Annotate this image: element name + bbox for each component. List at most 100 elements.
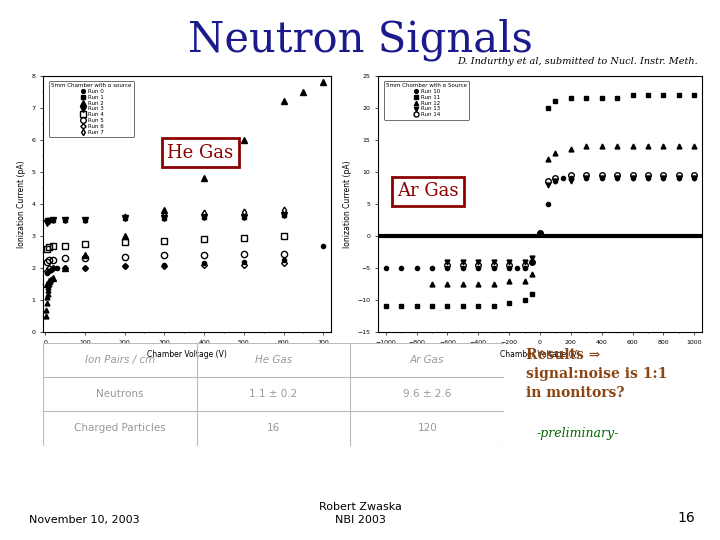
Run 0 xyxy=(319,242,328,249)
Text: 9.6 ± 2.6: 9.6 ± 2.6 xyxy=(403,389,451,399)
Run 11 xyxy=(428,303,436,310)
Run 13 xyxy=(443,258,451,265)
Run 4 xyxy=(199,236,208,242)
Text: 16: 16 xyxy=(677,511,695,525)
Run 10 xyxy=(659,175,667,181)
Run 12 xyxy=(690,143,698,150)
Line: Run 6: Run 6 xyxy=(45,261,286,273)
X-axis label: Chamber Voltage (V): Chamber Voltage (V) xyxy=(148,350,227,359)
Run 1 xyxy=(49,217,58,223)
Run 12 xyxy=(613,143,621,150)
Run 12 xyxy=(490,281,498,287)
Run 2 xyxy=(199,175,208,181)
Run 10 xyxy=(513,265,521,271)
Run 10 xyxy=(551,178,559,185)
Run 12 xyxy=(474,281,482,287)
Run 6 xyxy=(45,265,53,271)
Run 5 xyxy=(45,256,53,263)
Run 10 xyxy=(613,175,621,181)
Run 13 xyxy=(644,175,652,181)
Run 10 xyxy=(521,265,529,271)
Y-axis label: Ionization Current (pA): Ionization Current (pA) xyxy=(343,160,352,248)
Run 13 xyxy=(613,175,621,181)
Run 11 xyxy=(582,95,590,102)
Run 14 xyxy=(598,172,606,178)
Run 11 xyxy=(598,95,606,102)
Run 12 xyxy=(505,278,513,284)
Run 7 xyxy=(120,213,129,220)
Run 2 xyxy=(299,89,307,95)
Run 11 xyxy=(443,303,451,310)
Run 1 xyxy=(120,215,129,221)
Run 2 xyxy=(120,233,129,239)
Run 13 xyxy=(675,175,683,181)
Run 13 xyxy=(690,175,698,181)
Run 1 xyxy=(279,212,288,218)
Run 10 xyxy=(413,265,421,271)
Run 1 xyxy=(160,215,168,221)
Legend: Run 10, Run 11, Run 12, Run 13, Run 14: Run 10, Run 11, Run 12, Run 13, Run 14 xyxy=(384,81,469,119)
Run 0 xyxy=(199,260,208,266)
Line: Run 11: Run 11 xyxy=(383,92,697,309)
Line: Run 13: Run 13 xyxy=(445,176,697,264)
Run 12 xyxy=(544,156,552,162)
Run 4 xyxy=(43,246,52,252)
Run 11 xyxy=(413,303,421,310)
Run 0 xyxy=(81,265,89,271)
Run 0 xyxy=(60,265,69,271)
Run 10 xyxy=(629,175,637,181)
Run 12 xyxy=(443,281,451,287)
Run 14 xyxy=(567,172,575,178)
Run 3 xyxy=(43,220,52,226)
Run 0 xyxy=(160,261,168,268)
Line: Run 0: Run 0 xyxy=(45,244,325,275)
Run 6 xyxy=(60,265,69,271)
Run 0 xyxy=(53,265,61,271)
Run 5 xyxy=(160,252,168,258)
Text: Ar Gas: Ar Gas xyxy=(397,182,459,200)
Run 11 xyxy=(397,303,405,310)
Text: Neutron Signals: Neutron Signals xyxy=(188,19,532,62)
Run 2 xyxy=(60,265,69,271)
Run 10 xyxy=(382,265,390,271)
Run 0 xyxy=(45,268,53,274)
Run 2 xyxy=(319,79,328,85)
Legend: Run 0, Run 1, Run 2, Run 3, Run 4, Run 5, Run 6, Run 7: Run 0, Run 1, Run 2, Run 3, Run 4, Run 5… xyxy=(49,81,134,137)
Run 13 xyxy=(551,178,559,185)
Run 11 xyxy=(613,95,621,102)
Run 5 xyxy=(60,255,69,261)
Run 7 xyxy=(240,208,248,215)
Run 12 xyxy=(459,281,467,287)
Run 10 xyxy=(443,265,451,271)
Run 14 xyxy=(505,261,513,268)
Text: Neutrons: Neutrons xyxy=(96,389,144,399)
Run 6 xyxy=(49,265,58,271)
Run 11 xyxy=(474,303,482,310)
Run 10 xyxy=(459,265,467,271)
Run 14 xyxy=(536,230,544,236)
Run 10 xyxy=(567,175,575,181)
Y-axis label: Ionization Current (pA): Ionization Current (pA) xyxy=(17,160,26,248)
Run 14 xyxy=(644,172,652,178)
Run 11 xyxy=(382,303,390,310)
Run 14 xyxy=(659,172,667,178)
Run 4 xyxy=(81,241,89,247)
Run 14 xyxy=(613,172,621,178)
Run 3 xyxy=(199,213,208,220)
Run 12 xyxy=(629,143,637,150)
Run 5 xyxy=(81,255,89,261)
Line: Run 14: Run 14 xyxy=(445,172,697,267)
Run 1 xyxy=(199,213,208,220)
Run 11 xyxy=(528,291,536,297)
Run 11 xyxy=(544,104,552,111)
Run 14 xyxy=(629,172,637,178)
Run 10 xyxy=(474,265,482,271)
Run 10 xyxy=(528,258,536,265)
Run 14 xyxy=(675,172,683,178)
Run 5 xyxy=(240,251,248,257)
Run 0 xyxy=(47,266,55,273)
Run 4 xyxy=(45,244,53,251)
Text: Ion Pairs / cm: Ion Pairs / cm xyxy=(85,355,155,365)
Run 12 xyxy=(428,281,436,287)
Run 14 xyxy=(459,261,467,268)
